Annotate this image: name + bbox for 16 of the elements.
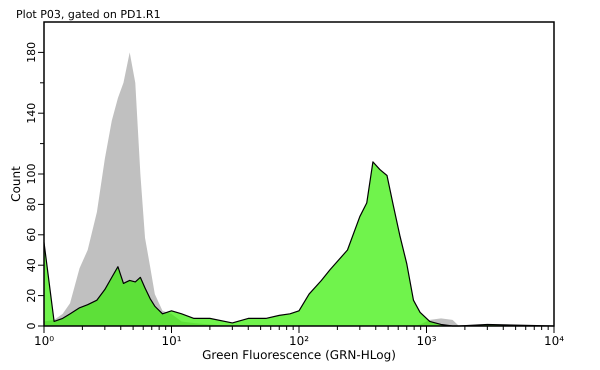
x-tick-label: 10² bbox=[288, 334, 310, 348]
y-axis-title: Count bbox=[9, 166, 23, 202]
x-axis-title: Green Fluorescence (GRN-HLog) bbox=[202, 348, 396, 362]
x-tick-label: 10⁴ bbox=[544, 334, 564, 348]
y-tick-label: 100 bbox=[25, 164, 38, 184]
y-tick-label: 20 bbox=[25, 288, 38, 303]
x-tick-label: 10¹ bbox=[161, 334, 182, 348]
x-tick-label: 10⁰ bbox=[34, 334, 54, 348]
y-tick-label: 40 bbox=[25, 258, 38, 272]
y-tick-label: 0 bbox=[25, 322, 38, 330]
chart-title: Plot P03, gated on PD1.R1 bbox=[16, 8, 161, 21]
x-tick-label: 10³ bbox=[416, 334, 437, 348]
y-tick-label: 80 bbox=[25, 197, 38, 212]
y-tick-label: 180 bbox=[25, 42, 38, 63]
y-tick-label: 140 bbox=[25, 102, 38, 124]
y-tick-label: 60 bbox=[25, 228, 38, 242]
